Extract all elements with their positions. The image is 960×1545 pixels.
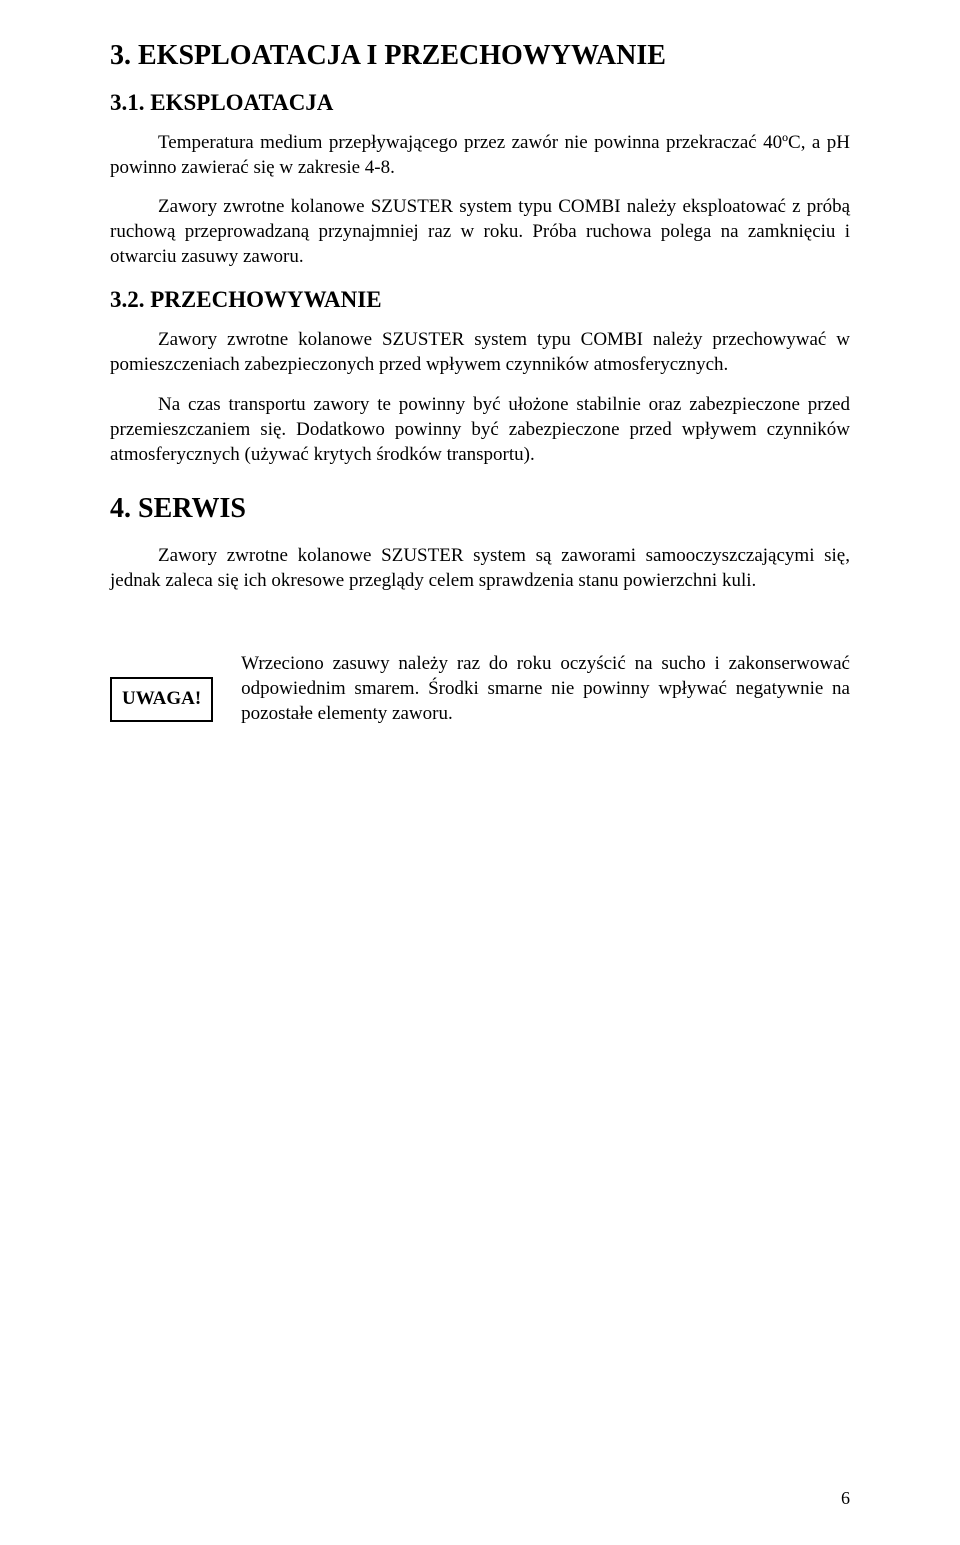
section3-1-title: 3.1. EKSPLOATACJA: [110, 90, 850, 116]
section3-title: 3. EKSPLOATACJA I PRZECHOWYWANIE: [110, 40, 850, 72]
warning-row: UWAGA! Wrzeciono zasuwy należy raz do ro…: [110, 651, 850, 726]
warning-box: UWAGA!: [110, 677, 213, 722]
section3-1-p2: Zawory zwrotne kolanowe SZUSTER system t…: [110, 194, 850, 269]
section3-1-p1: Temperatura medium przepływającego przez…: [110, 130, 850, 180]
page-number: 6: [841, 1488, 850, 1509]
section4-p1: Zawory zwrotne kolanowe SZUSTER system s…: [110, 543, 850, 593]
section4-title: 4. SERWIS: [110, 493, 850, 525]
section4-block: 4. SERWIS Zawory zwrotne kolanowe SZUSTE…: [110, 493, 850, 593]
section3-2-title: 3.2. PRZECHOWYWANIE: [110, 287, 850, 313]
section3-2-p1: Zawory zwrotne kolanowe SZUSTER system t…: [110, 327, 850, 377]
document-page: 3. EKSPLOATACJA I PRZECHOWYWANIE 3.1. EK…: [0, 0, 960, 1545]
warning-text: Wrzeciono zasuwy należy raz do roku oczy…: [241, 651, 850, 726]
section3-2-p2: Na czas transportu zawory te powinny być…: [110, 392, 850, 467]
